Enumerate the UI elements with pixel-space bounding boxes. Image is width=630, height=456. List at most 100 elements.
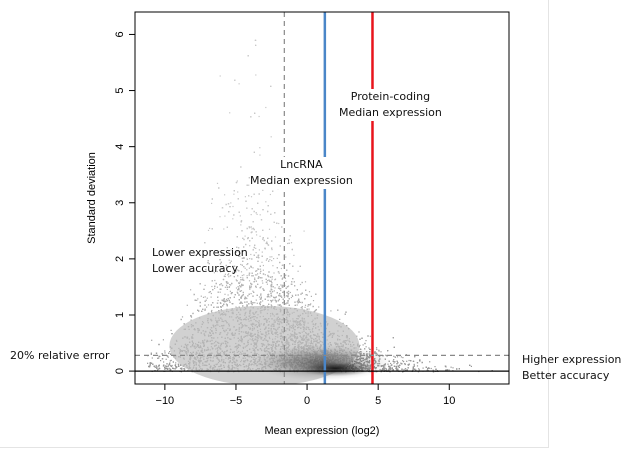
density-point [250, 196, 253, 198]
density-point [318, 306, 320, 308]
density-point [403, 361, 405, 363]
density-point [164, 352, 166, 354]
density-point [250, 293, 252, 295]
density-point [402, 357, 404, 359]
density-point [265, 106, 267, 109]
density-point [280, 288, 282, 290]
density-point [296, 304, 298, 306]
density-point [287, 285, 290, 287]
density-point [265, 259, 267, 261]
density-point [418, 369, 420, 371]
density-point [339, 318, 341, 320]
density-point [266, 280, 269, 282]
density-point [210, 292, 212, 295]
density-point [157, 368, 159, 370]
density-point [178, 364, 180, 366]
density-point [229, 290, 231, 292]
density-point [190, 316, 193, 318]
density-point [308, 291, 311, 293]
density-point [240, 290, 243, 292]
density-point [221, 268, 223, 270]
density-point [258, 296, 261, 298]
density-point [261, 280, 263, 282]
density-point [418, 368, 420, 370]
density-point [448, 369, 450, 371]
density-point [283, 296, 286, 299]
density-point [262, 189, 264, 191]
density-point [330, 310, 332, 312]
density-point [164, 350, 166, 352]
density-point [260, 294, 262, 296]
density-point [158, 357, 160, 359]
density-point [259, 268, 262, 270]
density-point [169, 364, 171, 366]
density-point [356, 335, 358, 337]
density-point [378, 349, 380, 351]
density-point [268, 228, 271, 230]
density-point [186, 304, 188, 306]
density-point [259, 147, 261, 149]
density-point [162, 365, 164, 367]
density-point [165, 358, 167, 360]
density-point [218, 250, 220, 252]
density-point [236, 180, 238, 182]
density-point [429, 361, 431, 363]
density-point [163, 361, 165, 363]
density-point [368, 347, 370, 349]
density-point [396, 356, 399, 358]
density-point [246, 275, 248, 277]
density-point [240, 263, 242, 266]
density-point [254, 302, 256, 304]
density-point [292, 295, 294, 297]
density-point [224, 215, 226, 217]
density-point [260, 293, 262, 295]
density-point [264, 274, 266, 276]
density-point [288, 239, 290, 241]
density-point [179, 367, 182, 369]
density-point [248, 184, 250, 186]
density-point [171, 364, 173, 367]
density-point [227, 294, 229, 296]
density-point [220, 271, 222, 273]
density-point [240, 276, 242, 279]
density-point [265, 201, 267, 203]
density-point [240, 271, 243, 273]
density-point [385, 354, 387, 356]
density-point [262, 300, 264, 302]
density-point [254, 274, 257, 276]
density-point [238, 282, 240, 285]
density-point [393, 355, 395, 357]
density-point [277, 287, 280, 289]
density-point [362, 344, 364, 346]
density-point [279, 295, 282, 297]
density-point [228, 276, 230, 278]
density-point [255, 286, 257, 288]
density-point [169, 360, 171, 362]
density-point [151, 357, 153, 359]
density-point [230, 284, 232, 286]
density-point [301, 308, 303, 310]
density-point [299, 283, 302, 286]
density-point [248, 267, 250, 269]
density-point [422, 367, 424, 369]
density-point [240, 224, 242, 226]
density-point [208, 291, 210, 294]
density-point [184, 368, 186, 370]
density-point [225, 298, 228, 300]
density-point [310, 303, 312, 305]
density-point [239, 281, 241, 283]
density-point [252, 275, 254, 277]
density-point [216, 270, 218, 273]
density-point [249, 245, 251, 247]
density-point [277, 304, 279, 306]
density-point [219, 216, 221, 218]
density-point [169, 351, 171, 353]
density-point [286, 302, 288, 304]
density-point [406, 360, 408, 362]
density-point [376, 348, 378, 351]
density-point [156, 369, 159, 371]
density-point [244, 235, 246, 237]
density-point [445, 366, 447, 368]
density-point [237, 269, 239, 271]
density-point [270, 304, 272, 306]
